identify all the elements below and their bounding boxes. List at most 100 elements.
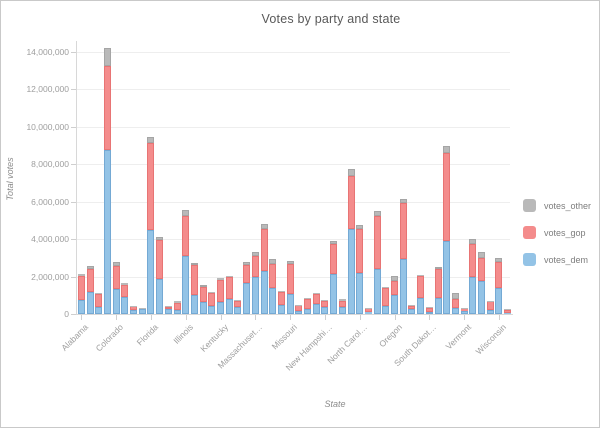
bar-segment-votes_dem-delaware[interactable] <box>130 309 138 314</box>
bar-segment-votes_dem-california[interactable] <box>103 149 111 314</box>
bar-segment-votes_dem-idaho[interactable] <box>173 310 181 314</box>
bar-segment-votes_other-pennsylvania[interactable] <box>399 199 407 204</box>
bar-segment-votes_gop-district-of-columbia[interactable] <box>138 308 146 310</box>
bar-segment-votes_other-connecticut[interactable] <box>121 283 129 285</box>
bar-segment-votes_gop-mississippi[interactable] <box>277 291 285 305</box>
bar-segment-votes_other-hawaii[interactable] <box>164 305 172 307</box>
bar-segment-votes_gop-pennsylvania[interactable] <box>399 203 407 260</box>
bar-segment-votes_gop-montana[interactable] <box>295 305 303 311</box>
bar-segment-votes_gop-north-dakota[interactable] <box>364 308 372 313</box>
bar-segment-votes_gop-michigan[interactable] <box>260 228 268 272</box>
bar-segment-votes_other-missouri[interactable] <box>286 261 294 264</box>
bar-segment-votes_gop-california[interactable] <box>103 65 111 150</box>
bar-segment-votes_dem-michigan[interactable] <box>260 271 268 314</box>
bar-segment-votes_gop-new-hampshire[interactable] <box>321 300 329 308</box>
bar-segment-votes_other-florida[interactable] <box>147 137 155 143</box>
bar-segment-votes_dem-new-jersey[interactable] <box>330 273 338 314</box>
bar-segment-votes_gop-washington[interactable] <box>478 258 486 282</box>
bar-segment-votes_dem-vermont[interactable] <box>460 310 468 314</box>
bar-segment-votes_gop-arizona[interactable] <box>86 268 94 293</box>
bar-segment-votes_other-colorado[interactable] <box>112 261 120 267</box>
bar-segment-votes_gop-maryland[interactable] <box>243 264 251 283</box>
bar-segment-votes_gop-illinois[interactable] <box>182 215 190 257</box>
bar-segment-votes_other-new-mexico[interactable] <box>338 299 346 301</box>
bar-segment-votes_gop-texas[interactable] <box>443 153 451 242</box>
bar-segment-votes_dem-north-carolina[interactable] <box>356 272 364 314</box>
bar-segment-votes_gop-virginia[interactable] <box>469 243 477 277</box>
bar-segment-votes_gop-kansas[interactable] <box>208 293 216 306</box>
bar-segment-votes_other-north-carolina[interactable] <box>356 225 364 229</box>
bar-segment-votes_dem-nebraska[interactable] <box>304 308 312 314</box>
bar-segment-votes_other-minnesota[interactable] <box>269 258 277 264</box>
bar-segment-votes_other-tennessee[interactable] <box>434 266 442 270</box>
bar-segment-votes_other-rhode-island[interactable] <box>408 305 416 306</box>
bar-segment-votes_dem-mississippi[interactable] <box>277 304 285 314</box>
bar-segment-votes_other-georgia[interactable] <box>156 236 164 240</box>
bar-segment-votes_gop-north-carolina[interactable] <box>356 228 364 273</box>
bar-segment-votes_dem-colorado[interactable] <box>112 288 120 314</box>
bar-segment-votes_other-virginia[interactable] <box>469 239 477 244</box>
bar-segment-votes_other-michigan[interactable] <box>260 224 268 229</box>
legend-item-votes-dem[interactable]: votes_dem <box>523 253 591 266</box>
bar-segment-votes_other-utah[interactable] <box>451 292 459 299</box>
bar-segment-votes_gop-wisconsin[interactable] <box>495 261 503 289</box>
bar-segment-votes_other-idaho[interactable] <box>173 301 181 303</box>
bar-segment-votes_gop-georgia[interactable] <box>156 239 164 279</box>
bar-segment-votes_dem-district-of-columbia[interactable] <box>138 308 146 314</box>
bar-segment-votes_gop-maine[interactable] <box>234 301 242 308</box>
bar-segment-votes_gop-nevada[interactable] <box>312 294 320 304</box>
bar-segment-votes_dem-west-virginia[interactable] <box>486 310 494 314</box>
bar-segment-votes_gop-kentucky[interactable] <box>217 279 225 303</box>
bar-segment-votes_other-kansas[interactable] <box>208 291 216 294</box>
bar-segment-votes_dem-missouri[interactable] <box>286 293 294 314</box>
bar-segment-votes_gop-colorado[interactable] <box>112 266 120 289</box>
bar-segment-votes_other-massachusetts[interactable] <box>251 251 259 257</box>
bar-segment-votes_gop-idaho[interactable] <box>173 302 181 311</box>
bar-segment-votes_dem-texas[interactable] <box>443 241 451 314</box>
bar-segment-votes_other-arizona[interactable] <box>86 265 94 269</box>
bar-segment-votes_other-montana[interactable] <box>295 304 303 306</box>
bar-segment-votes_dem-minnesota[interactable] <box>269 288 277 314</box>
bar-segment-votes_gop-rhode-island[interactable] <box>408 305 416 310</box>
bar-segment-votes_dem-washington[interactable] <box>478 281 486 314</box>
bar-segment-votes_dem-new-hampshire[interactable] <box>321 307 329 314</box>
bar-segment-votes_other-new-hampshire[interactable] <box>321 300 329 301</box>
bar-segment-votes_other-new-jersey[interactable] <box>330 241 338 244</box>
bar-segment-votes_other-iowa[interactable] <box>199 284 207 287</box>
bar-segment-votes_dem-illinois[interactable] <box>182 256 190 314</box>
bar-segment-votes_dem-nevada[interactable] <box>312 303 320 314</box>
bar-segment-votes_gop-utah[interactable] <box>451 298 459 309</box>
bar-segment-votes_gop-iowa[interactable] <box>199 286 207 302</box>
bar-segment-votes_other-texas[interactable] <box>443 145 451 154</box>
bar-segment-votes_gop-south-carolina[interactable] <box>417 276 425 298</box>
bar-segment-votes_other-oregon[interactable] <box>391 276 399 281</box>
bar-segment-votes_dem-florida[interactable] <box>147 229 155 314</box>
legend-item-votes-gop[interactable]: votes_gop <box>523 226 591 239</box>
bar-segment-votes_other-mississippi[interactable] <box>277 291 285 292</box>
bar-segment-votes_dem-connecticut[interactable] <box>121 297 129 314</box>
bar-segment-votes_gop-tennessee[interactable] <box>434 269 442 298</box>
bar-segment-votes_dem-ohio[interactable] <box>373 269 381 314</box>
bar-segment-votes_dem-montana[interactable] <box>295 310 303 314</box>
bar-segment-votes_other-vermont[interactable] <box>460 308 468 309</box>
bar-segment-votes_gop-minnesota[interactable] <box>269 263 277 289</box>
bar-segment-votes_other-washington[interactable] <box>478 251 486 259</box>
bar-segment-votes_gop-wyoming[interactable] <box>504 309 512 313</box>
bar-segment-votes_dem-maine[interactable] <box>234 307 242 314</box>
bar-segment-votes_dem-maryland[interactable] <box>243 282 251 314</box>
bar-segment-votes_dem-arizona[interactable] <box>86 292 94 314</box>
bar-segment-votes_other-illinois[interactable] <box>182 210 190 216</box>
bar-segment-votes_other-alabama[interactable] <box>77 274 85 276</box>
bar-segment-votes_other-maine[interactable] <box>234 299 242 301</box>
bar-segment-votes_dem-alabama[interactable] <box>77 300 85 314</box>
legend-item-votes-other[interactable]: votes_other <box>523 199 591 212</box>
bar-segment-votes_other-west-virginia[interactable] <box>486 300 494 302</box>
bar-segment-votes_gop-south-dakota[interactable] <box>425 307 433 312</box>
bar-segment-votes_dem-virginia[interactable] <box>469 276 477 314</box>
bar-segment-votes_dem-new-york[interactable] <box>347 228 355 314</box>
bar-segment-votes_other-louisiana[interactable] <box>225 275 233 278</box>
bar-segment-votes_gop-west-virginia[interactable] <box>486 301 494 311</box>
bar-segment-votes_other-nevada[interactable] <box>312 292 320 295</box>
bar-segment-votes_other-delaware[interactable] <box>130 305 138 307</box>
bar-segment-votes_dem-south-carolina[interactable] <box>417 297 425 314</box>
